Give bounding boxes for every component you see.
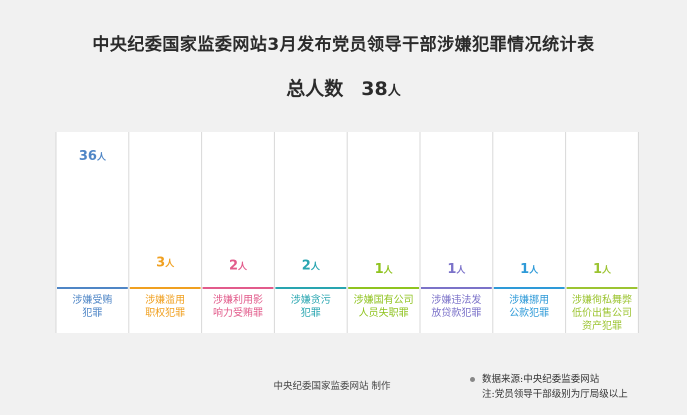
data-source-text: 数据来源:中央纪委监委网站: [482, 374, 600, 385]
data-source: 数据来源:中央纪委监委网站: [470, 372, 680, 387]
value-unit: 人: [601, 264, 612, 276]
category-label: 资产犯罪: [582, 319, 622, 332]
value-label: 36人: [79, 149, 107, 164]
value-label: 1人: [447, 262, 466, 277]
bullet-dot-icon: [470, 377, 475, 382]
category-label: 涉嫌国有公司: [354, 293, 414, 306]
value-label: 1人: [520, 262, 539, 277]
category-label: 涉嫌徇私舞弊: [572, 293, 632, 306]
category-label: 人员失职罪: [359, 306, 409, 319]
value-number: 1: [447, 262, 456, 277]
category-label: 涉嫌贪污: [291, 293, 331, 306]
value-label: 1人: [375, 262, 394, 277]
maker-credit: 中央纪委国家监委网站 制作: [273, 381, 391, 392]
category-label: 犯罪: [301, 307, 321, 319]
value-label: 3人: [156, 255, 175, 270]
category-label: 涉嫌挪用: [509, 293, 549, 306]
chart-title: 中央纪委国家监委网站3月发布党员领导干部涉嫌犯罪情况统计表: [92, 35, 595, 55]
value-number: 1: [593, 262, 602, 277]
category-label: 公款犯罪: [509, 306, 549, 319]
category-label: 犯罪: [82, 307, 102, 319]
total-value: 38: [361, 78, 388, 100]
value-number: 2: [229, 259, 238, 274]
category-label: 职权犯罪: [145, 306, 185, 319]
total-count: 总人数 38人: [0, 74, 687, 101]
category-label: 涉嫌违法发: [431, 293, 481, 306]
category-label: 响力受贿罪: [213, 306, 263, 319]
category-label: 涉嫌滥用: [145, 293, 185, 306]
category-label: 放贷款犯罪: [431, 306, 481, 319]
value-number: 1: [520, 262, 529, 277]
value-number: 2: [302, 259, 311, 274]
value-number: 36: [79, 149, 97, 164]
value-number: 1: [375, 262, 384, 277]
value-unit: 人: [96, 151, 107, 163]
category-label: 涉嫌利用影: [213, 293, 263, 306]
value-label: 2人: [302, 259, 321, 274]
value-unit: 人: [237, 261, 248, 273]
value-unit: 人: [383, 264, 394, 276]
category-label: 涉嫌受贿: [72, 293, 112, 306]
footnote: 注:党员领导干部级别为厅局级以上: [482, 389, 628, 400]
value-unit: 人: [528, 264, 539, 276]
value-unit: 人: [164, 257, 175, 269]
value-label: 2人: [229, 259, 248, 274]
value-unit: 人: [455, 264, 466, 276]
value-number: 3: [156, 255, 165, 270]
total-label: 总人数: [286, 78, 344, 100]
value-label: 1人: [593, 262, 612, 277]
category-label: 低价出售公司: [572, 306, 632, 319]
total-unit: 人: [387, 84, 401, 99]
footer-notes: 数据来源:中央纪委监委网站 注:党员领导干部级别为厅局级以上: [470, 372, 680, 402]
value-unit: 人: [310, 261, 321, 273]
